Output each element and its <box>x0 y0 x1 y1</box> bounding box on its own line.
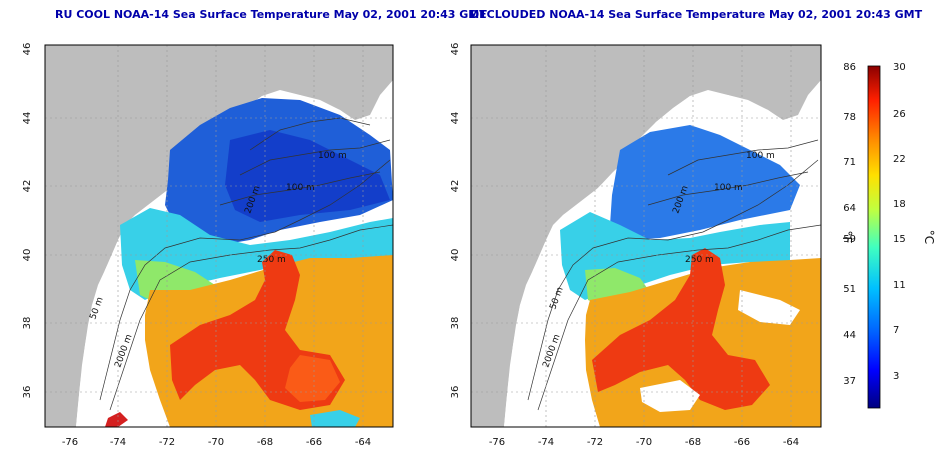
left-lat-tick-4: 38 <box>22 317 33 330</box>
left-cold-water-dark <box>225 130 390 222</box>
right-gulf-stream <box>592 248 770 410</box>
right-map-title: DECLOUDED NOAA-14 Sea Surface Temperatur… <box>470 8 923 21</box>
right-lat-tick-2: 42 <box>450 180 461 193</box>
left-southeast-patch <box>310 410 360 427</box>
left-lon-tick-3: -70 <box>208 437 224 448</box>
left-map-title: RU COOL NOAA-14 Sea Surface Temperature … <box>55 8 487 21</box>
left-land <box>45 45 393 427</box>
right-lon-tick-5: -66 <box>734 437 750 448</box>
right-cloud-gap-2 <box>640 380 700 412</box>
left-gridlines <box>45 45 393 427</box>
left-lon-tick-1: -74 <box>110 437 126 448</box>
right-map: 100 m 100 m 200 m 250 m 50 m 2000 m <box>471 45 821 427</box>
right-lon-tick-6: -64 <box>783 437 799 448</box>
colorbar-unit-f: °F <box>840 231 854 244</box>
f-tick-2: 71 <box>843 157 856 168</box>
right-lon-tick-2: -72 <box>587 437 603 448</box>
c-tick-1: 26 <box>893 109 906 120</box>
f-tick-5: 51 <box>843 284 856 295</box>
f-tick-6: 44 <box>843 330 856 341</box>
left-contour-label-1: 100 m <box>318 151 347 161</box>
right-lon-tick-0: -76 <box>489 437 505 448</box>
right-lat-axis: 46 44 42 40 38 36 <box>450 43 461 399</box>
left-lat-tick-0: 46 <box>22 43 33 56</box>
left-contour-label-2: 100 m <box>286 183 315 193</box>
left-lon-tick-4: -68 <box>257 437 273 448</box>
f-tick-4: 59 <box>843 234 856 245</box>
c-tick-2: 22 <box>893 154 906 165</box>
right-lat-tick-5: 36 <box>450 386 461 399</box>
c-tick-4: 15 <box>893 234 906 245</box>
left-lat-axis: 46 44 42 40 38 36 <box>22 43 33 399</box>
right-cloud-gap-1 <box>738 290 800 325</box>
right-contour-label-2: 100 m <box>714 183 743 193</box>
left-map: 100 m 100 m 200 m 250 m 50 m 2000 m <box>45 45 393 427</box>
f-tick-3: 64 <box>843 203 856 214</box>
left-lat-tick-2: 42 <box>22 180 33 193</box>
colorbar-unit-c: °C <box>922 230 936 244</box>
right-lon-tick-4: -68 <box>685 437 701 448</box>
right-lon-axis: -76 -74 -72 -70 -68 -66 -64 <box>489 437 799 448</box>
left-contour-label-4: 250 m <box>257 255 286 265</box>
left-lon-tick-6: -64 <box>355 437 371 448</box>
c-tick-6: 7 <box>893 325 899 336</box>
right-land <box>471 45 821 427</box>
right-lat-tick-1: 44 <box>450 112 461 125</box>
left-lat-tick-3: 40 <box>22 249 33 262</box>
right-lon-tick-1: -74 <box>538 437 554 448</box>
c-tick-5: 11 <box>893 280 906 291</box>
right-cold-water <box>610 125 800 240</box>
right-lon-tick-3: -70 <box>636 437 652 448</box>
left-lon-tick-5: -66 <box>306 437 322 448</box>
right-contour-label-1: 100 m <box>746 151 775 161</box>
f-tick-1: 78 <box>843 112 856 123</box>
left-map-frame <box>44 44 394 428</box>
left-lon-tick-2: -72 <box>159 437 175 448</box>
left-lat-tick-1: 44 <box>22 112 33 125</box>
colorbar <box>867 65 881 409</box>
colorbar-f-ticks: 86 78 71 64 59 51 44 37 <box>843 62 856 387</box>
right-lat-tick-3: 40 <box>450 249 461 262</box>
right-map-frame <box>470 44 822 428</box>
left-lat-tick-5: 36 <box>22 386 33 399</box>
right-contour-label-4: 250 m <box>685 255 714 265</box>
left-gulf-stream-core <box>285 355 340 402</box>
c-tick-0: 30 <box>893 62 906 73</box>
left-south-patch <box>105 412 128 427</box>
f-tick-0: 86 <box>843 62 856 73</box>
right-lat-tick-4: 38 <box>450 317 461 330</box>
right-gridlines <box>471 45 821 427</box>
f-tick-7: 37 <box>843 376 856 387</box>
c-tick-7: 3 <box>893 371 899 382</box>
right-lat-tick-0: 46 <box>450 43 461 56</box>
colorbar-c-ticks: 30 26 22 18 15 11 7 3 <box>893 62 906 382</box>
left-lon-axis: -76 -74 -72 -70 -68 -66 -64 <box>62 437 371 448</box>
c-tick-3: 18 <box>893 199 906 210</box>
left-lon-tick-0: -76 <box>62 437 78 448</box>
